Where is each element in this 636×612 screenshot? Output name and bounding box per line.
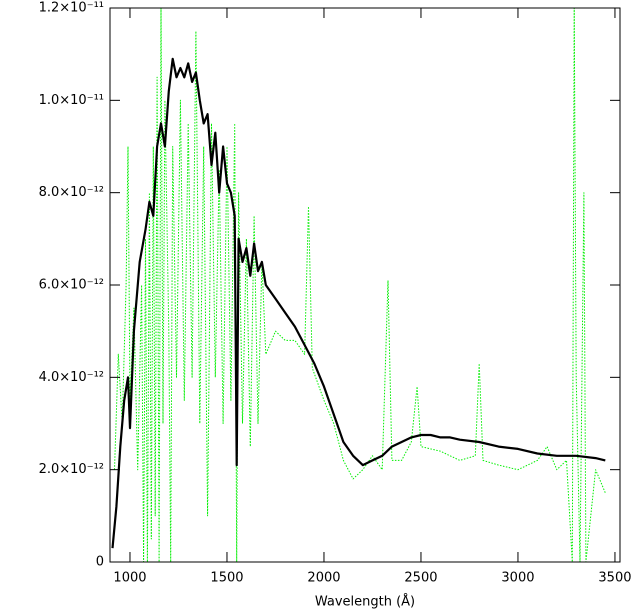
y-tick-label: 1.0×10⁻¹¹ — [39, 93, 104, 108]
x-tick-label: 3500 — [598, 571, 631, 586]
x-tick-label: 3000 — [501, 571, 534, 586]
x-tick-label: 2500 — [404, 571, 437, 586]
y-tick-label: 2.0×10⁻¹² — [39, 462, 104, 477]
x-tick-label: 1000 — [113, 571, 146, 586]
y-tick-label: 4.0×10⁻¹² — [39, 370, 104, 385]
y-tick-label: 1.2×10⁻¹¹ — [39, 1, 104, 16]
series-line — [114, 7, 606, 563]
plot-frame — [109, 7, 621, 563]
y-tick-label: 8.0×10⁻¹² — [39, 185, 104, 200]
y-tick-label: 6.0×10⁻¹² — [39, 278, 104, 293]
y-tick-label: 0 — [96, 555, 104, 570]
x-axis-label: Wavelength (Å) — [315, 594, 415, 610]
series-line — [111, 57, 606, 549]
x-tick-label: 1500 — [210, 571, 243, 586]
x-tick-label: 2000 — [307, 571, 340, 586]
